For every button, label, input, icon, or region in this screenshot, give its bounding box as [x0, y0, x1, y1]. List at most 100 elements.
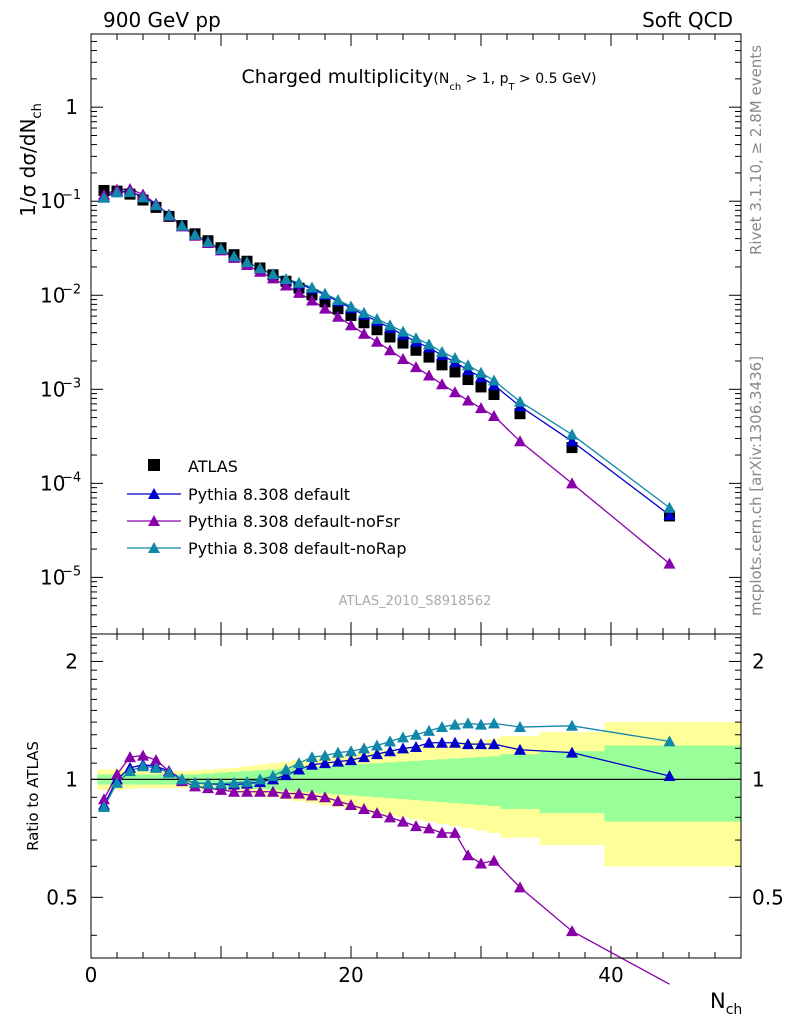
y-tick-label-top: 10: [40, 377, 65, 401]
data-marker-atlas: [410, 344, 422, 356]
series-marker-ratio: [488, 717, 500, 729]
x-axis-label-sub: ch: [726, 1002, 743, 1018]
series-marker-top: [663, 557, 676, 569]
series-marker-top: [306, 294, 318, 306]
data-marker-atlas: [397, 337, 409, 349]
y-tick-label-bottom-right: 0.5: [752, 885, 784, 909]
band-inner-bin: [370, 763, 384, 798]
legend-marker-default: [148, 488, 160, 499]
series-marker-top: [488, 410, 500, 422]
series-marker-top: [254, 262, 266, 274]
legend-label-default: Pythia 8.308 default: [188, 485, 350, 504]
series-marker-ratio: [663, 770, 676, 782]
series-marker-top: [189, 228, 201, 240]
series-marker-ratio: [332, 795, 344, 807]
series-marker-ratio: [319, 757, 331, 769]
series-marker-ratio: [514, 743, 526, 755]
series-marker-top: [663, 509, 676, 521]
series-marker-top: [332, 294, 344, 306]
series-marker-ratio: [150, 754, 162, 766]
series-marker-ratio: [475, 857, 487, 869]
series-line-top: [103, 188, 670, 565]
series-marker-ratio: [345, 745, 357, 757]
x-tick-label: 40: [598, 963, 623, 987]
plot-title-sub-4: T: [508, 82, 516, 93]
series-marker-top: [345, 300, 357, 312]
y-tick-label-top-exp: −4: [62, 470, 81, 485]
series-marker-ratio: [663, 735, 676, 747]
series-marker-top: [384, 344, 396, 356]
series-marker-ratio: [137, 749, 149, 761]
y-tick-label-bottom: 1: [65, 767, 78, 791]
data-marker-atlas: [514, 408, 526, 420]
y-tick-label-top: 10: [40, 189, 65, 213]
series-marker-top: [397, 325, 409, 337]
legend-label-atlas: ATLAS: [188, 457, 238, 476]
series-line-top: [103, 191, 670, 509]
data-marker-atlas: [384, 331, 396, 343]
series-marker-ratio: [150, 761, 162, 773]
band-inner-bin: [448, 758, 462, 804]
series-marker-top: [449, 352, 461, 364]
series-marker-ratio: [397, 731, 409, 743]
band-inner-bin: [604, 745, 741, 822]
series-marker-ratio: [319, 791, 331, 803]
y-tick-label-top-exp: −5: [62, 564, 81, 579]
series-marker-ratio: [189, 776, 201, 788]
series-marker-ratio: [423, 724, 435, 736]
series-marker-top: [462, 394, 474, 406]
series-marker-ratio: [475, 718, 487, 730]
series-marker-top: [410, 332, 422, 344]
y-tick-label-top: 10: [40, 565, 65, 589]
data-marker-atlas: [566, 442, 578, 454]
series-marker-ratio: [215, 783, 227, 795]
plot-title-sub-2: ch: [449, 82, 461, 93]
series-marker-top: [384, 319, 396, 331]
plot-title-sub-1: (N: [433, 71, 449, 87]
series-marker-ratio: [228, 776, 240, 788]
series-marker-ratio: [397, 742, 409, 754]
data-marker-atlas: [345, 309, 357, 321]
series-marker-top: [228, 250, 240, 262]
series-marker-ratio: [371, 739, 383, 751]
header-right-label: Soft QCD: [642, 8, 733, 32]
side-label-rivet: Rivet 3.1.10, ≥ 2.8M events: [747, 45, 765, 255]
series-marker-ratio: [254, 785, 266, 797]
series-marker-ratio: [176, 773, 188, 785]
y-tick-label-top: 10: [40, 471, 65, 495]
series-marker-ratio: [111, 768, 123, 780]
series-marker-ratio: [449, 736, 461, 748]
x-tick-label: 20: [338, 963, 363, 987]
series-marker-ratio: [566, 746, 578, 758]
series-marker-top: [150, 199, 162, 211]
series-marker-ratio: [124, 765, 136, 777]
series-marker-ratio: [358, 751, 370, 763]
series-marker-top: [488, 374, 500, 386]
series-marker-top: [371, 335, 383, 347]
series-marker-ratio: [293, 763, 305, 775]
y-axis-label-top-main: 1/σ dσ/dN: [16, 119, 40, 217]
series-marker-top: [423, 369, 435, 381]
band-inner-bin: [539, 751, 605, 814]
y-tick-label-top: 1: [65, 95, 78, 119]
series-marker-ratio: [462, 738, 474, 750]
series-marker-ratio: [371, 807, 383, 819]
series-marker-top: [423, 338, 435, 350]
x-axis-label-main: N: [710, 989, 726, 1013]
series-marker-top: [319, 287, 331, 299]
series-marker-ratio: [124, 751, 136, 763]
series-marker-top: [280, 272, 292, 284]
data-marker-atlas: [475, 381, 487, 393]
series-marker-top: [332, 310, 344, 322]
series-marker-ratio: [98, 793, 110, 805]
data-marker-atlas: [488, 389, 500, 401]
series-marker-ratio: [137, 760, 149, 772]
y-tick-label-bottom-right: 2: [752, 649, 765, 673]
data-marker-atlas: [358, 317, 370, 329]
series-marker-ratio: [384, 811, 396, 823]
data-marker-atlas: [462, 374, 474, 386]
series-marker-top: [566, 477, 578, 489]
y-tick-label-top-exp: −3: [62, 376, 81, 391]
series-marker-top: [163, 209, 175, 221]
series-marker-ratio: [397, 815, 409, 827]
